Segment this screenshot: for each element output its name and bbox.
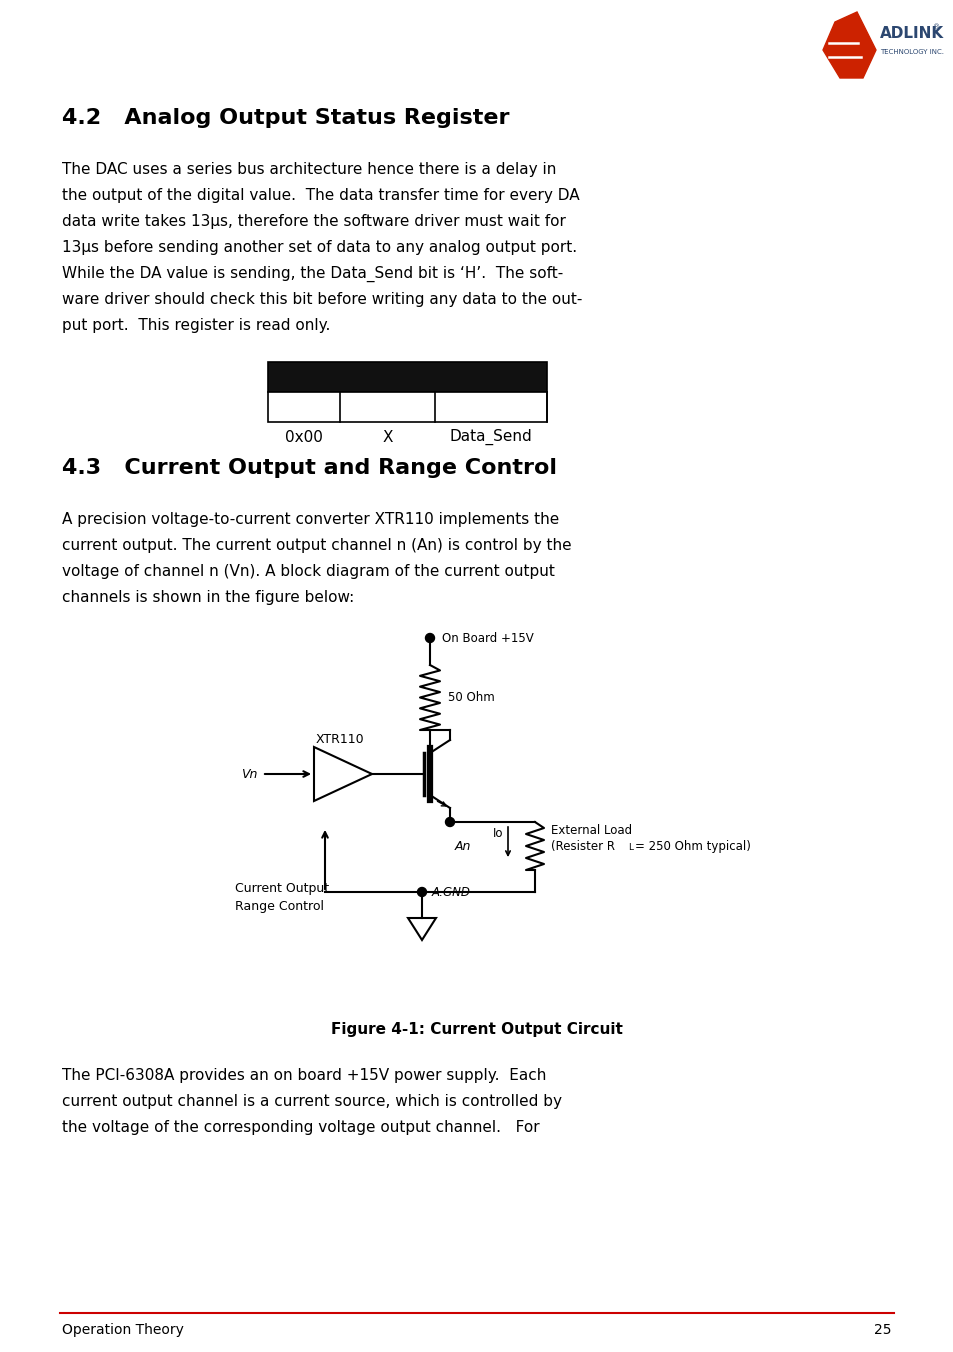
Text: ®: ® [932, 24, 939, 30]
Text: 4.2   Analog Output Status Register: 4.2 Analog Output Status Register [62, 108, 509, 128]
Text: TECHNOLOGY INC.: TECHNOLOGY INC. [879, 49, 943, 55]
Text: Data_Send: Data_Send [449, 429, 532, 445]
Text: Base: Base [283, 399, 324, 415]
Text: An: An [455, 840, 471, 853]
Text: (Resister R: (Resister R [551, 840, 615, 853]
Text: channels is shown in the figure below:: channels is shown in the figure below: [62, 589, 354, 604]
Circle shape [425, 634, 434, 642]
Text: the voltage of the corresponding voltage output channel.   For: the voltage of the corresponding voltage… [62, 1119, 539, 1134]
Text: Figure 4-1: Current Output Circuit: Figure 4-1: Current Output Circuit [331, 1022, 622, 1037]
Text: the output of the digital value.  The data transfer time for every DA: the output of the digital value. The dat… [62, 188, 579, 203]
Text: Operation Theory: Operation Theory [62, 1324, 184, 1337]
Text: current output. The current output channel n (An) is control by the: current output. The current output chann… [62, 538, 571, 553]
Text: ware driver should check this bit before writing any data to the out-: ware driver should check this bit before… [62, 292, 581, 307]
Text: On Board +15V: On Board +15V [441, 631, 533, 645]
Polygon shape [822, 12, 875, 78]
Text: D16~D1: D16~D1 [353, 399, 422, 415]
Polygon shape [314, 748, 372, 800]
Text: voltage of channel n (Vn). A block diagram of the current output: voltage of channel n (Vn). A block diagr… [62, 564, 555, 579]
Text: current output channel is a current source, which is controlled by: current output channel is a current sour… [62, 1094, 561, 1109]
Bar [268, 362, 546, 392]
Text: 0x00: 0x00 [285, 430, 323, 445]
Text: X: X [382, 430, 393, 445]
Text: D0: D0 [478, 399, 502, 415]
Text: Range Control: Range Control [234, 900, 324, 913]
Text: 50 Ohm: 50 Ohm [448, 691, 495, 704]
Text: put port.  This register is read only.: put port. This register is read only. [62, 318, 330, 333]
Text: XTR110: XTR110 [315, 733, 364, 746]
Text: Io: Io [493, 827, 503, 840]
Bar [268, 392, 546, 422]
Text: The PCI-6308A provides an on board +15V power supply.  Each: The PCI-6308A provides an on board +15V … [62, 1068, 546, 1083]
Text: L: L [627, 844, 633, 852]
Text: The DAC uses a series bus architecture hence there is a delay in: The DAC uses a series bus architecture h… [62, 162, 556, 177]
Circle shape [445, 818, 454, 826]
Text: A precision voltage-to-current converter XTR110 implements the: A precision voltage-to-current converter… [62, 512, 558, 527]
Text: External Load: External Load [551, 823, 632, 837]
Text: data write takes 13μs, therefore the software driver must wait for: data write takes 13μs, therefore the sof… [62, 214, 565, 228]
Text: A.GND: A.GND [432, 886, 471, 899]
Text: Vn: Vn [240, 768, 256, 780]
Text: Current Output: Current Output [234, 882, 329, 895]
Circle shape [417, 887, 426, 896]
Text: 25: 25 [874, 1324, 891, 1337]
Text: While the DA value is sending, the Data_Send bit is ‘H’.  The soft-: While the DA value is sending, the Data_… [62, 266, 562, 283]
Text: ADLINK: ADLINK [879, 26, 943, 41]
Text: = 250 Ohm typical): = 250 Ohm typical) [635, 840, 750, 853]
Text: 13μs before sending another set of data to any analog output port.: 13μs before sending another set of data … [62, 241, 577, 256]
Text: 4.3   Current Output and Range Control: 4.3 Current Output and Range Control [62, 458, 557, 479]
